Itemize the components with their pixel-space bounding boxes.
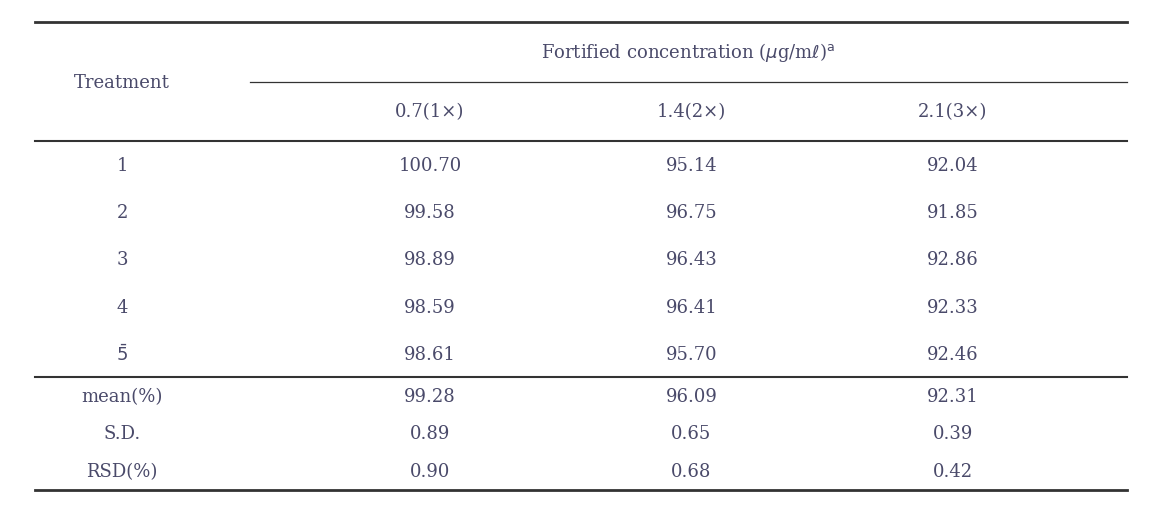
Text: 95.70: 95.70 [666, 345, 717, 363]
Text: 2: 2 [116, 204, 128, 221]
Text: 0.39: 0.39 [933, 425, 973, 443]
Text: 1.4(2×): 1.4(2×) [657, 103, 726, 121]
Text: 99.28: 99.28 [404, 387, 456, 405]
Text: 1: 1 [116, 156, 128, 175]
Text: 99.58: 99.58 [404, 204, 456, 221]
Text: Treatment: Treatment [74, 73, 170, 92]
Text: S.D.: S.D. [103, 425, 141, 443]
Text: 0.42: 0.42 [933, 462, 973, 480]
Text: 0.65: 0.65 [672, 425, 711, 443]
Text: 92.46: 92.46 [927, 345, 978, 363]
Text: mean(%): mean(%) [81, 387, 163, 405]
Text: $\bar{5}$: $\bar{5}$ [116, 344, 128, 364]
Text: 4: 4 [116, 298, 128, 316]
Text: 0.89: 0.89 [410, 425, 450, 443]
Text: 96.41: 96.41 [666, 298, 717, 316]
Text: 92.33: 92.33 [927, 298, 978, 316]
Text: 100.70: 100.70 [399, 156, 461, 175]
Text: 95.14: 95.14 [666, 156, 717, 175]
Text: 0.7(1×): 0.7(1×) [395, 103, 465, 121]
Text: 92.86: 92.86 [927, 251, 978, 269]
Text: 96.75: 96.75 [666, 204, 717, 221]
Text: 98.89: 98.89 [404, 251, 456, 269]
Text: RSD(%): RSD(%) [86, 462, 158, 480]
Text: 91.85: 91.85 [927, 204, 978, 221]
Text: 96.09: 96.09 [666, 387, 717, 405]
Text: Fortified concentration ($\mu$g/m$\ell$)$^{\rm a}$: Fortified concentration ($\mu$g/m$\ell$)… [541, 41, 835, 64]
Text: 98.61: 98.61 [404, 345, 456, 363]
Text: 3: 3 [116, 251, 128, 269]
Text: 92.04: 92.04 [927, 156, 978, 175]
Text: 98.59: 98.59 [404, 298, 456, 316]
Text: 92.31: 92.31 [927, 387, 978, 405]
Text: 96.43: 96.43 [666, 251, 717, 269]
Text: 0.90: 0.90 [410, 462, 450, 480]
Text: 2.1(3×): 2.1(3×) [918, 103, 988, 121]
Text: 0.68: 0.68 [672, 462, 711, 480]
